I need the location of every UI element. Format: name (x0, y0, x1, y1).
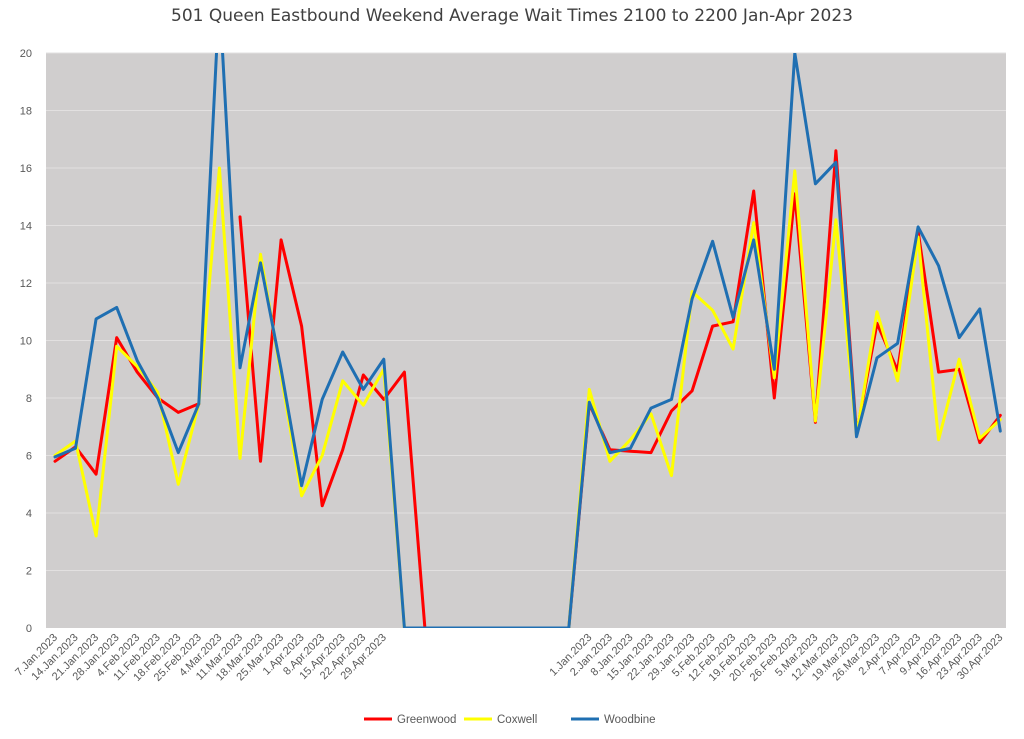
x-axis-ticks: 7.Jan.202314.Jan.202321.Jan.202328.Jan.2… (13, 632, 1005, 684)
y-tick-label: 8 (26, 393, 32, 405)
y-tick-label: 4 (26, 508, 32, 520)
chart-title: 501 Queen Eastbound Weekend Average Wait… (171, 6, 853, 26)
legend-label: Coxwell (497, 714, 537, 726)
y-tick-label: 14 (20, 221, 32, 233)
y-tick-label: 0 (26, 623, 32, 635)
y-tick-label: 20 (20, 48, 32, 60)
series-lines (53, 53, 1002, 628)
y-tick-label: 10 (20, 336, 32, 348)
y-tick-label: 18 (20, 106, 32, 118)
y-axis-ticks: 0 2 4 6 8 10 12 14 16 18 20 (20, 48, 32, 635)
y-tick-label: 6 (26, 451, 32, 463)
legend-label: Woodbine (604, 714, 656, 726)
legend: Greenwood Coxwell Woodbine (364, 714, 656, 726)
y-tick-label: 16 (20, 163, 32, 175)
legend-label: Greenwood (397, 714, 456, 726)
series-line-coxwell (53, 166, 1002, 628)
y-tick-label: 2 (26, 566, 32, 578)
y-tick-label: 12 (20, 278, 32, 290)
series-line-woodbine (53, 53, 1002, 628)
